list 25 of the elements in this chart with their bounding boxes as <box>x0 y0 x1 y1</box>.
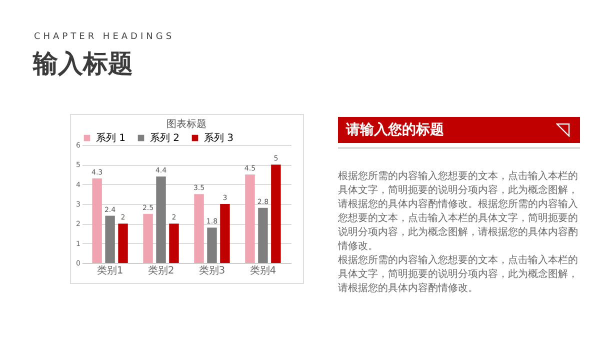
text: CHAPTER HEADINGS <box>34 32 175 42</box>
text: 输入标题 <box>33 48 133 80</box>
bar <box>105 216 115 263</box>
bar <box>118 224 128 263</box>
bar <box>169 224 179 263</box>
x-tick-label: 类别4 <box>250 264 276 276</box>
bar <box>207 228 217 263</box>
chart-title: 图表标题 <box>166 118 206 130</box>
bar <box>156 176 166 263</box>
bar <box>220 204 230 263</box>
bar <box>92 178 102 263</box>
bar <box>194 194 204 263</box>
legend-label: 系列 1 <box>96 132 126 144</box>
text: 请输入您的标题 <box>346 121 444 139</box>
legend-label: 系列 3 <box>204 132 234 144</box>
x-tick-label: 类别1 <box>96 264 124 276</box>
text: 根据您所需的内容输入您想要的文本，点击输入本栏的具体文字，简明扼要的说明分项内容，此为概念图解，请根据您的具体内容酌情修改。 <box>338 254 579 296</box>
x-tick-label: 类别2 <box>148 264 174 276</box>
legend-label: 系列 2 <box>150 132 180 144</box>
text: 根据您所需的内容输入您想要的文本，点击输入本栏的具体文字，简明扼要的说明分项内容，此为概念图解，请根据您的具体内容酌情修改。根据您所需的内容输入您想要的文本，点击输入本栏的具体文字，简明扼要的说明分项内容，此为概念图解，请根据您的具体内容酌情修改。 <box>338 170 579 254</box>
bar <box>143 214 153 263</box>
bar <box>245 174 255 263</box>
bar <box>258 208 268 263</box>
x-tick-label: 类别3 <box>198 264 226 276</box>
bar <box>271 164 281 263</box>
